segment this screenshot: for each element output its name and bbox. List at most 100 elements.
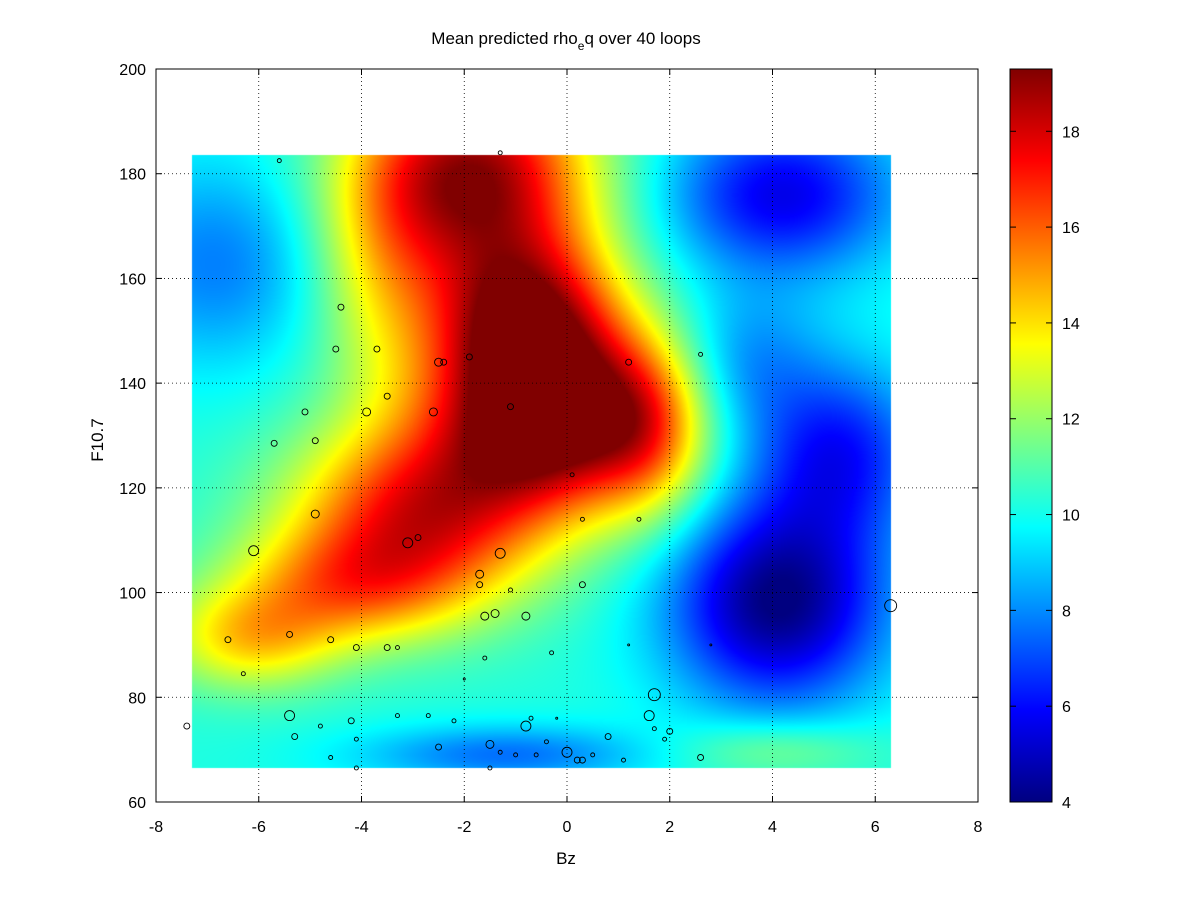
scatter-point: [224, 636, 232, 644]
scatter-point: [284, 710, 296, 722]
y-tick-label: 120: [119, 481, 146, 498]
scatter-point: [451, 718, 457, 724]
scatter-point: [513, 752, 519, 758]
scatter-point: [590, 752, 596, 758]
scatter-point: [353, 736, 359, 742]
scatter-point: [286, 631, 294, 638]
scatter-point: [578, 756, 586, 764]
scatter-point: [248, 545, 260, 557]
scatter-layer: [183, 150, 898, 771]
y-tick-label: 160: [119, 271, 146, 288]
scatter-point: [709, 643, 713, 647]
scatter-point: [462, 677, 466, 681]
scatter-point: [276, 158, 282, 164]
scatter-point: [604, 733, 612, 741]
scatter-point: [578, 581, 586, 589]
scatter-point: [507, 403, 514, 411]
colorbar-tick-label: 12: [1062, 412, 1080, 429]
scatter-point: [327, 636, 335, 644]
scatter-point: [643, 710, 655, 722]
scatter-point: [482, 655, 488, 661]
scatter-point: [476, 581, 484, 589]
heatmap: [156, 69, 978, 802]
scatter-point: [521, 611, 531, 621]
title-subscript: e: [578, 39, 585, 53]
scatter-point: [549, 650, 555, 656]
scatter-point: [183, 722, 191, 730]
scatter-point: [414, 534, 422, 542]
scatter-point: [497, 150, 503, 156]
scatter-point: [494, 547, 506, 559]
scatter-point: [301, 408, 309, 416]
scatter-point: [487, 765, 493, 771]
scatter-point: [666, 727, 674, 735]
scatter-point: [270, 439, 278, 447]
scatter-point: [353, 765, 359, 771]
scatter-point: [317, 723, 323, 729]
scatter-point: [328, 755, 334, 760]
scatter-point: [579, 516, 585, 522]
scatter-point: [625, 358, 633, 366]
scatter-point: [402, 537, 414, 549]
scatter-point: [337, 303, 345, 311]
y-tick-label: 60: [128, 795, 146, 812]
scatter-point: [383, 644, 391, 651]
x-tick-label: -4: [354, 819, 368, 836]
scatter-point: [884, 599, 898, 613]
heatmap-container: [156, 69, 978, 802]
colorbar-tick-label: 14: [1062, 316, 1080, 333]
chart-title: Mean predicted rhoeq over 40 loops: [431, 29, 700, 53]
x-tick-label: 6: [871, 819, 880, 836]
scatter-point: [528, 715, 534, 721]
scatter-point: [698, 351, 704, 357]
scatter-point: [428, 407, 438, 417]
scatter-point: [508, 587, 513, 593]
y-tick-label: 200: [119, 62, 146, 79]
scatter-point: [465, 353, 473, 361]
scatter-point: [561, 746, 573, 758]
scatter-point: [533, 752, 539, 758]
scatter-point: [373, 345, 381, 353]
y-tick-label: 140: [119, 376, 146, 393]
y-axis: 60 80 100 120 140 160 180 200: [119, 62, 978, 812]
colorbar-tick-label: 4: [1062, 795, 1071, 812]
x-tick-label: 2: [665, 819, 674, 836]
scatter-point: [520, 720, 532, 732]
scatter-point: [395, 645, 400, 650]
scatter-point: [240, 671, 246, 677]
scatter-point: [485, 739, 495, 749]
scatter-point: [627, 643, 631, 647]
scatter-point: [475, 569, 485, 579]
x-axis: -8 -6 -4 -2 0 2 4 6 8: [149, 69, 983, 836]
svg-text:Mean predicted rhoeq over 40 l: Mean predicted rhoeq over 40 loops: [431, 29, 700, 53]
scatter-point: [697, 754, 705, 761]
scatter-point: [544, 739, 549, 745]
scatter-point: [291, 733, 299, 741]
scatter-point: [311, 437, 319, 445]
colorbar-tick-label: 16: [1062, 220, 1080, 237]
y-axis-label: F10.7: [88, 418, 107, 461]
scatter-point: [332, 345, 340, 353]
colorbar-ticks: 4 6 8 10 12 14 16 18: [1010, 124, 1080, 812]
x-tick-label: 4: [768, 819, 777, 836]
colorbar-tick-label: 10: [1062, 508, 1080, 525]
colorbar: 4 6 8 10 12 14 16 18: [1009, 68, 1080, 812]
scatter-point: [310, 509, 320, 519]
scatter-point: [440, 358, 448, 366]
scatter-point: [647, 688, 661, 702]
y-tick-label: 100: [119, 586, 146, 603]
x-axis-label: Bz: [556, 849, 576, 868]
scatter-point: [362, 407, 372, 417]
scatter-point: [636, 516, 642, 522]
grid-lines: [156, 69, 978, 802]
x-tick-label: -2: [457, 819, 471, 836]
title-main: Mean predicted rho: [431, 29, 577, 48]
colorbar-gradient: [1009, 68, 1053, 803]
scatter-point: [435, 743, 443, 751]
scatter-point: [352, 644, 360, 651]
scatter-point: [490, 609, 500, 618]
scatter-point: [425, 713, 431, 719]
scatter-point: [569, 472, 575, 478]
y-tick-label: 180: [119, 167, 146, 184]
